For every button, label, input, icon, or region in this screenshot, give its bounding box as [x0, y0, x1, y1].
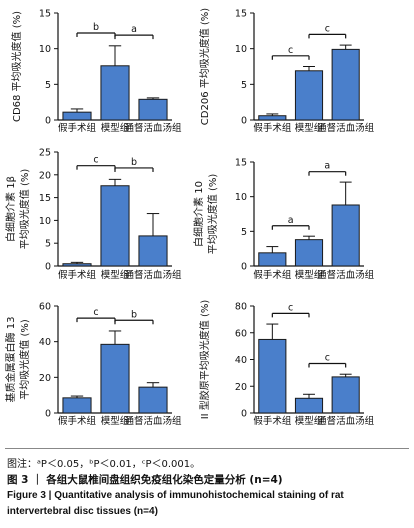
y-tick-label: 15 [235, 158, 247, 169]
bar [62, 397, 92, 414]
bar [100, 343, 130, 414]
x-tick-label: 假手术组 [58, 269, 97, 281]
y-axis-label: CD68 平均吸光度值 (%) [10, 11, 23, 122]
y-tick-label: 10 [39, 216, 51, 227]
y-tick-label: 15 [39, 9, 51, 20]
bar [331, 48, 360, 121]
bar [331, 204, 360, 267]
y-tick-label: 10 [235, 192, 247, 203]
y-tick-label: 5 [45, 239, 51, 250]
bar [258, 338, 287, 414]
y-axis-label-line2: 平均吸光度值 (%) [206, 174, 219, 255]
significance-label: c [288, 302, 293, 313]
y-axis-label: II 型胶原平均吸光度值 (%) [198, 300, 211, 420]
y-tick-label: 0 [45, 409, 51, 420]
y-axis-label-line1: 白细胞介素 10 [192, 181, 205, 247]
bar [62, 263, 92, 267]
bar [138, 98, 168, 121]
significance-label: c [325, 353, 330, 364]
y-axis-label-line1: 基质金属蛋白酶 13 [4, 317, 17, 403]
bar [138, 235, 168, 267]
significance-label: b [131, 157, 137, 168]
y-tick-label: 60 [235, 328, 247, 339]
caption-divider [5, 448, 409, 449]
x-tick-label: 通督活血汤组 [124, 269, 182, 281]
x-tick-label: 模型组 [101, 269, 130, 281]
significance-label: c [325, 23, 330, 34]
bar [258, 252, 287, 267]
y-tick-label: 0 [241, 262, 247, 273]
bar [100, 65, 130, 121]
x-tick-label: 模型组 [295, 122, 324, 134]
significance-label: c [93, 307, 98, 318]
figure-note: 图注：ᵃP＜0.05，ᵇP＜0.01，ᶜP＜0.001。 [7, 459, 201, 470]
bar [62, 111, 92, 121]
y-axis-label: CD206 平均吸光度值 (%) [198, 8, 211, 126]
significance-label: c [93, 155, 98, 166]
x-tick-label: 假手术组 [58, 415, 97, 427]
y-tick-label: 20 [39, 373, 51, 384]
y-axis-label-line1: 白细胞介素 1β [4, 176, 17, 242]
x-tick-label: 假手术组 [253, 415, 292, 427]
bar [331, 376, 360, 414]
y-tick-label: 0 [241, 116, 247, 127]
significance-label: b [93, 22, 99, 33]
y-tick-label: 0 [45, 262, 51, 273]
x-tick-label: 通督活血汤组 [124, 122, 182, 134]
y-tick-label: 5 [45, 80, 51, 91]
bar [294, 239, 324, 267]
bar [138, 386, 168, 414]
y-tick-label: 80 [235, 302, 247, 313]
y-tick-label: 60 [39, 302, 51, 313]
y-tick-label: 25 [39, 148, 51, 159]
figure-title-en-line2: intervertebral disc tissues (n=4) [7, 506, 158, 517]
significance-label: a [131, 24, 137, 35]
x-tick-label: 模型组 [295, 269, 324, 281]
y-tick-label: 10 [235, 44, 247, 55]
x-tick-label: 通督活血汤组 [124, 415, 182, 427]
x-tick-label: 模型组 [295, 415, 324, 427]
figure-title-en-line1: Figure 3 | Quantitative analysis of immu… [7, 490, 344, 501]
x-tick-label: 假手术组 [253, 122, 292, 134]
bar [294, 70, 324, 121]
y-tick-label: 20 [235, 382, 247, 393]
y-tick-label: 5 [241, 80, 247, 91]
y-tick-label: 20 [39, 170, 51, 181]
bar [100, 185, 130, 267]
x-tick-label: 假手术组 [253, 269, 292, 281]
significance-label: a [324, 161, 330, 172]
figure-title-zh: 图 3 ｜ 各组大鼠椎间盘组织免疫组化染色定量分析 (n=4) [7, 474, 283, 486]
y-tick-label: 0 [45, 116, 51, 127]
bar [258, 115, 287, 121]
significance-label: c [288, 45, 293, 56]
y-axis-label-line2: 平均吸光度值 (%) [18, 319, 31, 400]
y-tick-label: 15 [235, 9, 247, 20]
x-tick-label: 假手术组 [58, 122, 97, 134]
y-tick-label: 40 [39, 337, 51, 348]
x-tick-label: 模型组 [101, 122, 130, 134]
y-tick-label: 40 [235, 355, 247, 366]
x-tick-label: 通督活血汤组 [317, 122, 375, 134]
x-tick-label: 模型组 [101, 415, 130, 427]
y-tick-label: 0 [241, 409, 247, 420]
significance-label: a [288, 215, 294, 226]
bar [294, 397, 324, 414]
y-tick-label: 15 [39, 193, 51, 204]
y-axis-label-line2: 平均吸光度值 (%) [18, 169, 31, 250]
significance-label: b [131, 309, 137, 320]
y-tick-label: 10 [39, 44, 51, 55]
x-tick-label: 通督活血汤组 [317, 269, 375, 281]
y-tick-label: 5 [241, 227, 247, 238]
x-tick-label: 通督活血汤组 [317, 415, 375, 427]
